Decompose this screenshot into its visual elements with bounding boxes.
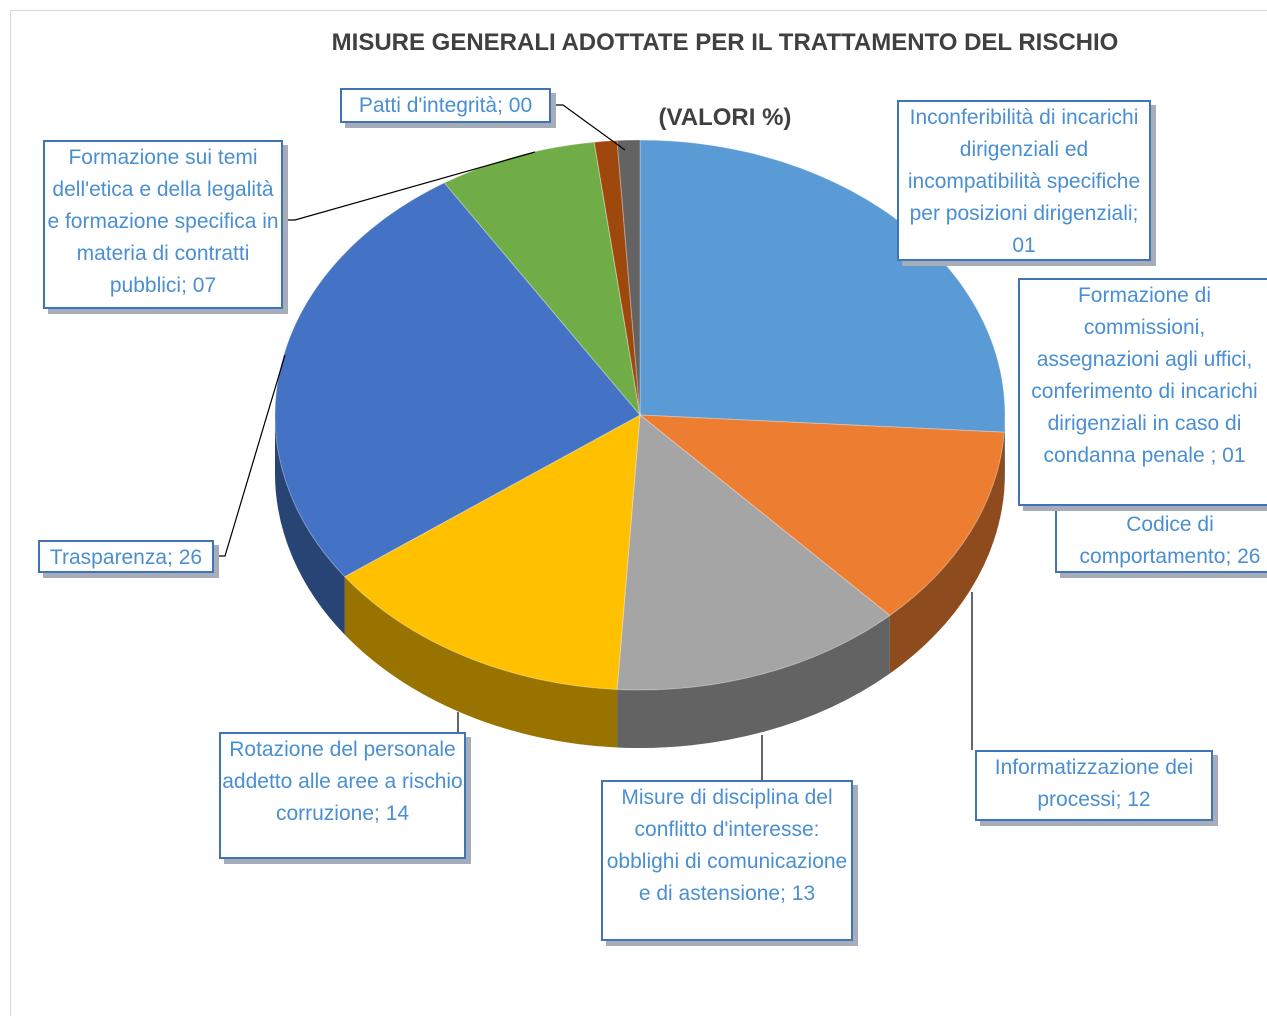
slice <box>616 414 891 691</box>
label-separator: ; <box>1132 202 1139 225</box>
leader-line <box>550 104 626 151</box>
slice-side-shade <box>617 615 890 748</box>
slice <box>343 414 641 690</box>
data-label: Patti d'integrità; 00 <box>340 88 551 123</box>
slice <box>638 414 1005 617</box>
label-category: Formazione sui temi dell'etica e della l… <box>47 146 279 297</box>
slice-side <box>344 576 618 748</box>
label-category: Trasparenza <box>49 546 168 569</box>
label-separator: ; <box>181 274 193 297</box>
label-value: 01 <box>1012 234 1036 257</box>
label-separator: ; <box>1210 444 1223 467</box>
slice-side <box>275 415 345 635</box>
label-separator: ; <box>497 94 509 117</box>
label-category: Formazione di commissioni, assegnazioni … <box>1031 284 1258 467</box>
slice-side-shade <box>889 432 1005 674</box>
label-separator: ; <box>1225 545 1238 568</box>
label-value: 26 <box>178 546 203 569</box>
slice <box>274 182 641 578</box>
label-value: 13 <box>791 882 816 905</box>
slice-side-shade <box>275 415 345 635</box>
label-separator: ; <box>780 882 792 905</box>
slice-side <box>889 432 1005 674</box>
slice-side <box>1004 415 1005 491</box>
label-value: 00 <box>508 94 533 117</box>
chart-frame <box>10 10 1267 1016</box>
label-category: Informatizzazione dei processi <box>994 756 1194 811</box>
slice-side-shade <box>1004 415 1005 491</box>
data-label: Informatizzazione dei processi; 12 <box>975 750 1213 821</box>
slice <box>443 141 641 417</box>
data-label: Formazione di commissioni, assegnazioni … <box>1018 278 1267 506</box>
data-label: Misure di disciplina del conflitto d'int… <box>601 780 853 941</box>
data-label: Codice di comportamento; 26 <box>1055 507 1267 573</box>
label-category: Misure di disciplina del conflitto d'int… <box>606 786 848 905</box>
data-label: Rotazione del personale addetto alle are… <box>219 732 466 859</box>
slice <box>616 139 641 416</box>
label-value: 26 <box>1237 545 1261 568</box>
data-label: Trasparenza; 26 <box>38 540 214 573</box>
slice <box>593 140 641 416</box>
slice-side-shade <box>344 576 618 748</box>
leader-line <box>213 354 286 557</box>
label-value: 12 <box>1127 788 1151 811</box>
label-category: Patti d'integrità <box>358 94 498 117</box>
label-category: Rotazione del personale addetto alle are… <box>222 738 463 825</box>
label-separator: ; <box>1115 788 1128 811</box>
leader-line <box>282 151 536 221</box>
label-separator: ; <box>374 802 386 825</box>
chart-title: MISURE GENERALI ADOTTATE PER IL TRATTAME… <box>331 29 1119 131</box>
label-category: Inconferibilità di incarichi dirigenzial… <box>907 106 1141 225</box>
label-value: 01 <box>1222 444 1246 467</box>
slice-side <box>617 615 890 748</box>
label-value: 14 <box>385 802 410 825</box>
data-label: Inconferibilità di incarichi dirigenzial… <box>897 100 1151 261</box>
label-value: 07 <box>192 274 217 297</box>
data-label: Formazione sui temi dell'etica e della l… <box>43 140 283 309</box>
label-category: Codice di comportamento <box>1079 513 1226 568</box>
label-separator: ; <box>167 546 179 569</box>
